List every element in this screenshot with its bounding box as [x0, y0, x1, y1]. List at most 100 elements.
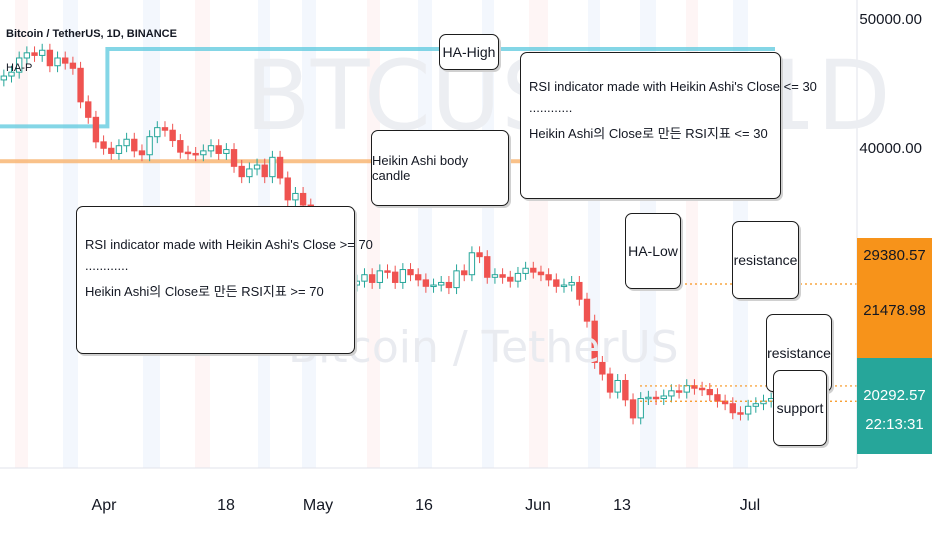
candle-body [514, 272, 522, 282]
candle-body [568, 281, 575, 286]
price-tag-21478: 21478.98 [857, 296, 932, 358]
candle-body [476, 252, 483, 258]
candle-body [422, 279, 430, 287]
candle-body [46, 49, 54, 67]
candle-body [8, 71, 15, 77]
candle-body [23, 52, 31, 59]
candle-body [652, 396, 660, 400]
candle-body [39, 49, 46, 56]
time-axis: Apr 18 May 16 Jun 13 Jul [92, 497, 761, 514]
ha-low-label: HA-Low [628, 243, 678, 259]
candle-body [683, 385, 690, 393]
candle-body [299, 192, 307, 206]
candle-body [537, 271, 545, 276]
candle-body [698, 387, 706, 391]
session-band [367, 0, 380, 468]
support-label: support [776, 400, 824, 416]
session-band [63, 0, 78, 468]
candle-body [407, 269, 414, 276]
candle-body [0, 75, 8, 81]
candle-body [108, 147, 115, 154]
candle-body [637, 398, 644, 419]
candle-body [645, 396, 652, 400]
rsi-low-callout: RSI indicator made with Heikin Ashi's Cl… [76, 206, 373, 354]
candle-body [491, 274, 499, 278]
candle-body [100, 141, 107, 149]
candle-body [31, 52, 38, 56]
price-axis: 50000.00 40000.00 [859, 11, 922, 157]
candle-body [261, 164, 268, 178]
candle-body [391, 271, 399, 283]
body-candle-label: Heikin Ashi body candle [372, 153, 469, 183]
candle-body [499, 274, 506, 278]
candle-body [599, 361, 606, 375]
countdown-label: 22:13:31 [865, 416, 924, 433]
time-tick: 16 [415, 497, 433, 514]
candle-body [123, 138, 130, 147]
candle-body [461, 270, 468, 276]
candle-body [85, 101, 92, 118]
candle-body [238, 165, 245, 178]
candle-body [438, 281, 445, 286]
candle-body [668, 390, 675, 397]
candle-body [453, 270, 460, 289]
candle-body [614, 379, 621, 393]
candle-body [284, 177, 291, 201]
rsi-high-line1: RSI indicator made with Heikin Ashi's Cl… [529, 79, 817, 94]
session-band [15, 0, 28, 468]
candle-body [169, 129, 176, 142]
candle-body [675, 390, 683, 393]
candle-body [399, 269, 407, 283]
price-tag-29380: 29380.57 [857, 238, 932, 296]
resistance-label-2: resistance [767, 345, 831, 361]
candle-body [253, 164, 261, 170]
candle-body [223, 149, 230, 154]
indicator-name: HA-P [6, 62, 33, 74]
candle-body [207, 145, 215, 152]
candle-body [15, 57, 23, 73]
candle-body [276, 156, 284, 179]
candle-body [468, 252, 476, 276]
candle-body [54, 57, 61, 67]
candle-body [737, 412, 744, 415]
time-tick: Apr [92, 497, 118, 514]
candle-body [154, 127, 161, 138]
symbol-title: Bitcoin / TetherUS, 1D, BINANCE [6, 28, 177, 40]
candle-body [507, 276, 514, 282]
candle-body [415, 274, 422, 281]
price-tag-20292-label: 20292.57 [863, 387, 926, 404]
candle-body [77, 67, 84, 103]
body-candle-callout: Heikin Ashi body candle [371, 130, 509, 206]
candle-body [691, 385, 698, 389]
rsi-high-callout: RSI indicator made with Heikin Ashi's Cl… [520, 52, 817, 199]
candle-body [361, 274, 368, 282]
candle-body [192, 152, 199, 156]
candle-body [62, 57, 69, 64]
price-tag-20292: 20292.57 [857, 358, 932, 412]
countdown-tag: 22:13:31 [857, 412, 932, 454]
price-tick: 40000.00 [859, 140, 922, 157]
candle-body [629, 399, 637, 419]
candle-body [69, 62, 77, 69]
candle-body [606, 373, 614, 393]
candle-body [591, 320, 598, 363]
candle-body [131, 138, 138, 152]
candle-body [376, 270, 384, 283]
time-tick: Jul [740, 497, 760, 514]
candle-body [269, 156, 276, 178]
candle-body [177, 140, 184, 153]
time-tick: Jun [525, 497, 551, 514]
ha-high-callout: HA-High [439, 34, 499, 70]
ha-high-line [0, 47, 775, 129]
price-tag-21478-label: 21478.98 [863, 302, 926, 319]
candle-body [752, 403, 760, 407]
session-band [482, 0, 494, 468]
candle-body [161, 127, 169, 131]
candle-body [430, 284, 437, 288]
rsi-low-line1: RSI indicator made with Heikin Ashi's Cl… [85, 237, 373, 252]
candle-body [484, 256, 491, 278]
candle-body [215, 145, 222, 154]
candle-body [545, 274, 552, 281]
candle-body [92, 116, 100, 143]
time-tick: 13 [613, 497, 631, 514]
